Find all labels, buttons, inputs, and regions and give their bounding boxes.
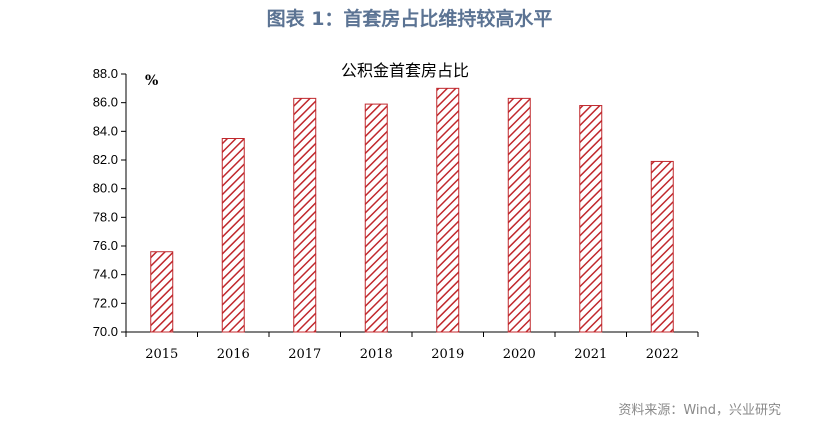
bar-2017: [293, 97, 317, 333]
x-tick-label: 2021: [574, 347, 607, 362]
x-tick-label: 2015: [145, 347, 178, 362]
x-tick-label: 2017: [288, 347, 321, 362]
figure-title: 图表 1：首套房占比维持较高水平: [266, 8, 553, 30]
y-unit-label: %: [145, 73, 158, 89]
y-tick-label: 84.0: [93, 123, 118, 138]
bar-2018: [364, 103, 388, 333]
y-tick-label: 86.0: [93, 95, 118, 110]
y-tick-label: 72.0: [93, 295, 118, 310]
x-axis: 2015 2016 2017 2018 2019 2020 2021 2022: [125, 331, 699, 362]
y-tick-label: 70.0: [93, 324, 118, 339]
bar-series: [150, 87, 674, 333]
x-tick-label: 2016: [217, 347, 250, 362]
x-tick-label: 2019: [431, 347, 464, 362]
x-tick-label: 2022: [646, 347, 679, 362]
x-tick-label: 2018: [360, 347, 393, 362]
bar-2020: [507, 97, 531, 333]
x-tick-label: 2020: [503, 347, 536, 362]
y-tick-label: 76.0: [93, 238, 118, 253]
y-tick-label: 74.0: [93, 267, 118, 282]
y-tick-label: 88.0: [93, 66, 118, 81]
y-tick-label: 80.0: [93, 181, 118, 196]
bar-2015: [150, 251, 174, 333]
chart-title: 公积金首套房占比: [341, 61, 469, 80]
bar-2019: [436, 87, 460, 333]
bar-2016: [221, 138, 245, 333]
y-tick-label: 82.0: [93, 152, 118, 167]
figure-source: 资料来源：Wind，兴业研究: [618, 403, 781, 418]
bar-2022: [650, 160, 674, 333]
y-tick-label: 78.0: [93, 209, 118, 224]
y-axis: 70.0 72.0 74.0 76.0 78.0 80.0 82.0 84.0 86.0 88.0: [93, 66, 127, 339]
bar-2021: [579, 105, 603, 333]
